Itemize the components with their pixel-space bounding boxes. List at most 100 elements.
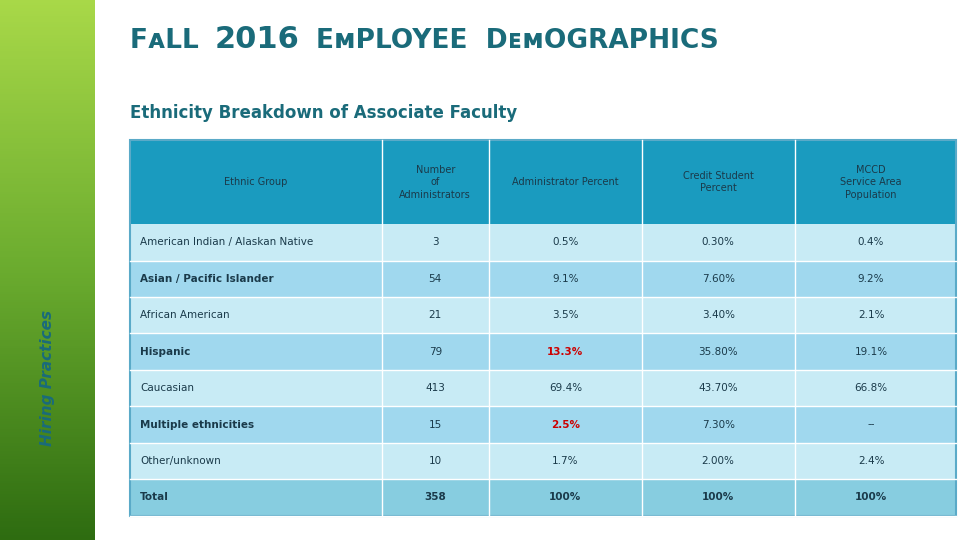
Bar: [0, 456, 95, 459]
Bar: [0, 205, 95, 208]
Text: 9.2%: 9.2%: [857, 274, 884, 284]
Text: 69.4%: 69.4%: [549, 383, 582, 393]
Bar: [0, 532, 95, 535]
Bar: [0, 505, 95, 508]
Bar: [0, 454, 95, 456]
Bar: [0, 202, 95, 205]
Text: Ethnicity Breakdown of Associate Faculty: Ethnicity Breakdown of Associate Faculty: [130, 104, 516, 122]
Bar: [0, 373, 95, 375]
Bar: [0, 94, 95, 97]
Bar: [0, 111, 95, 113]
Bar: [0, 381, 95, 383]
Bar: [0, 392, 95, 394]
Bar: [0, 427, 95, 429]
Text: 13.3%: 13.3%: [547, 347, 584, 357]
Text: 3.5%: 3.5%: [552, 310, 579, 320]
Bar: [0, 35, 95, 38]
Text: 3.40%: 3.40%: [702, 310, 734, 320]
Bar: [0, 32, 95, 35]
Text: Hiring Practices: Hiring Practices: [40, 310, 55, 446]
Bar: [0, 89, 95, 92]
Text: Administrator Percent: Administrator Percent: [512, 177, 618, 187]
Bar: [0, 81, 95, 84]
Bar: [0, 8, 95, 11]
Bar: [130, 480, 955, 516]
Bar: [0, 316, 95, 319]
Bar: [0, 130, 95, 132]
Bar: [0, 270, 95, 273]
Bar: [0, 319, 95, 321]
Bar: [0, 400, 95, 402]
Bar: [0, 14, 95, 16]
Bar: [0, 73, 95, 76]
Bar: [0, 327, 95, 329]
Bar: [0, 535, 95, 537]
Bar: [0, 481, 95, 483]
Bar: [0, 405, 95, 408]
Bar: [0, 54, 95, 57]
Bar: [0, 432, 95, 435]
Bar: [0, 221, 95, 224]
Bar: [0, 30, 95, 32]
Bar: [130, 297, 955, 333]
Text: 100%: 100%: [702, 492, 734, 503]
Bar: [0, 470, 95, 472]
Bar: [0, 151, 95, 154]
Bar: [0, 256, 95, 259]
Bar: [0, 27, 95, 30]
Bar: [0, 340, 95, 343]
Bar: [0, 500, 95, 502]
Bar: [0, 22, 95, 24]
Bar: [0, 324, 95, 327]
Bar: [0, 248, 95, 251]
Bar: [0, 510, 95, 513]
Bar: [0, 497, 95, 500]
Bar: [0, 305, 95, 308]
Bar: [0, 375, 95, 378]
Bar: [0, 103, 95, 105]
Bar: [0, 200, 95, 202]
Bar: [0, 143, 95, 146]
Text: Number
of
Administrators: Number of Administrators: [399, 165, 471, 200]
Bar: [0, 265, 95, 267]
Bar: [0, 267, 95, 270]
Bar: [0, 435, 95, 437]
Bar: [0, 157, 95, 159]
Text: 7.30%: 7.30%: [702, 420, 734, 430]
Bar: [0, 189, 95, 192]
Bar: [0, 521, 95, 524]
Bar: [0, 516, 95, 518]
Bar: [0, 122, 95, 124]
Bar: [0, 24, 95, 27]
Bar: [0, 424, 95, 427]
Bar: [0, 308, 95, 310]
Bar: [0, 321, 95, 324]
Bar: [0, 443, 95, 445]
Bar: [0, 240, 95, 243]
Text: 0.4%: 0.4%: [858, 237, 884, 247]
Bar: [0, 416, 95, 418]
Text: 2.00%: 2.00%: [702, 456, 734, 466]
Bar: [0, 135, 95, 138]
Text: 0.5%: 0.5%: [552, 237, 579, 247]
Bar: [130, 140, 955, 224]
Bar: [0, 70, 95, 73]
Bar: [0, 402, 95, 405]
Bar: [0, 413, 95, 416]
Bar: [130, 333, 955, 370]
Text: 100%: 100%: [854, 492, 887, 503]
Bar: [0, 92, 95, 94]
Bar: [0, 51, 95, 54]
Bar: [0, 464, 95, 467]
Bar: [0, 343, 95, 346]
Text: 3: 3: [432, 237, 439, 247]
Bar: [0, 491, 95, 494]
Text: EᴍPLOYEE  DᴇᴍOGRAPHICS: EᴍPLOYEE DᴇᴍOGRAPHICS: [316, 28, 718, 54]
Bar: [0, 262, 95, 265]
Bar: [0, 238, 95, 240]
Bar: [0, 489, 95, 491]
Text: Total: Total: [140, 492, 169, 503]
Bar: [0, 113, 95, 116]
Bar: [0, 478, 95, 481]
Text: Hispanic: Hispanic: [140, 347, 190, 357]
